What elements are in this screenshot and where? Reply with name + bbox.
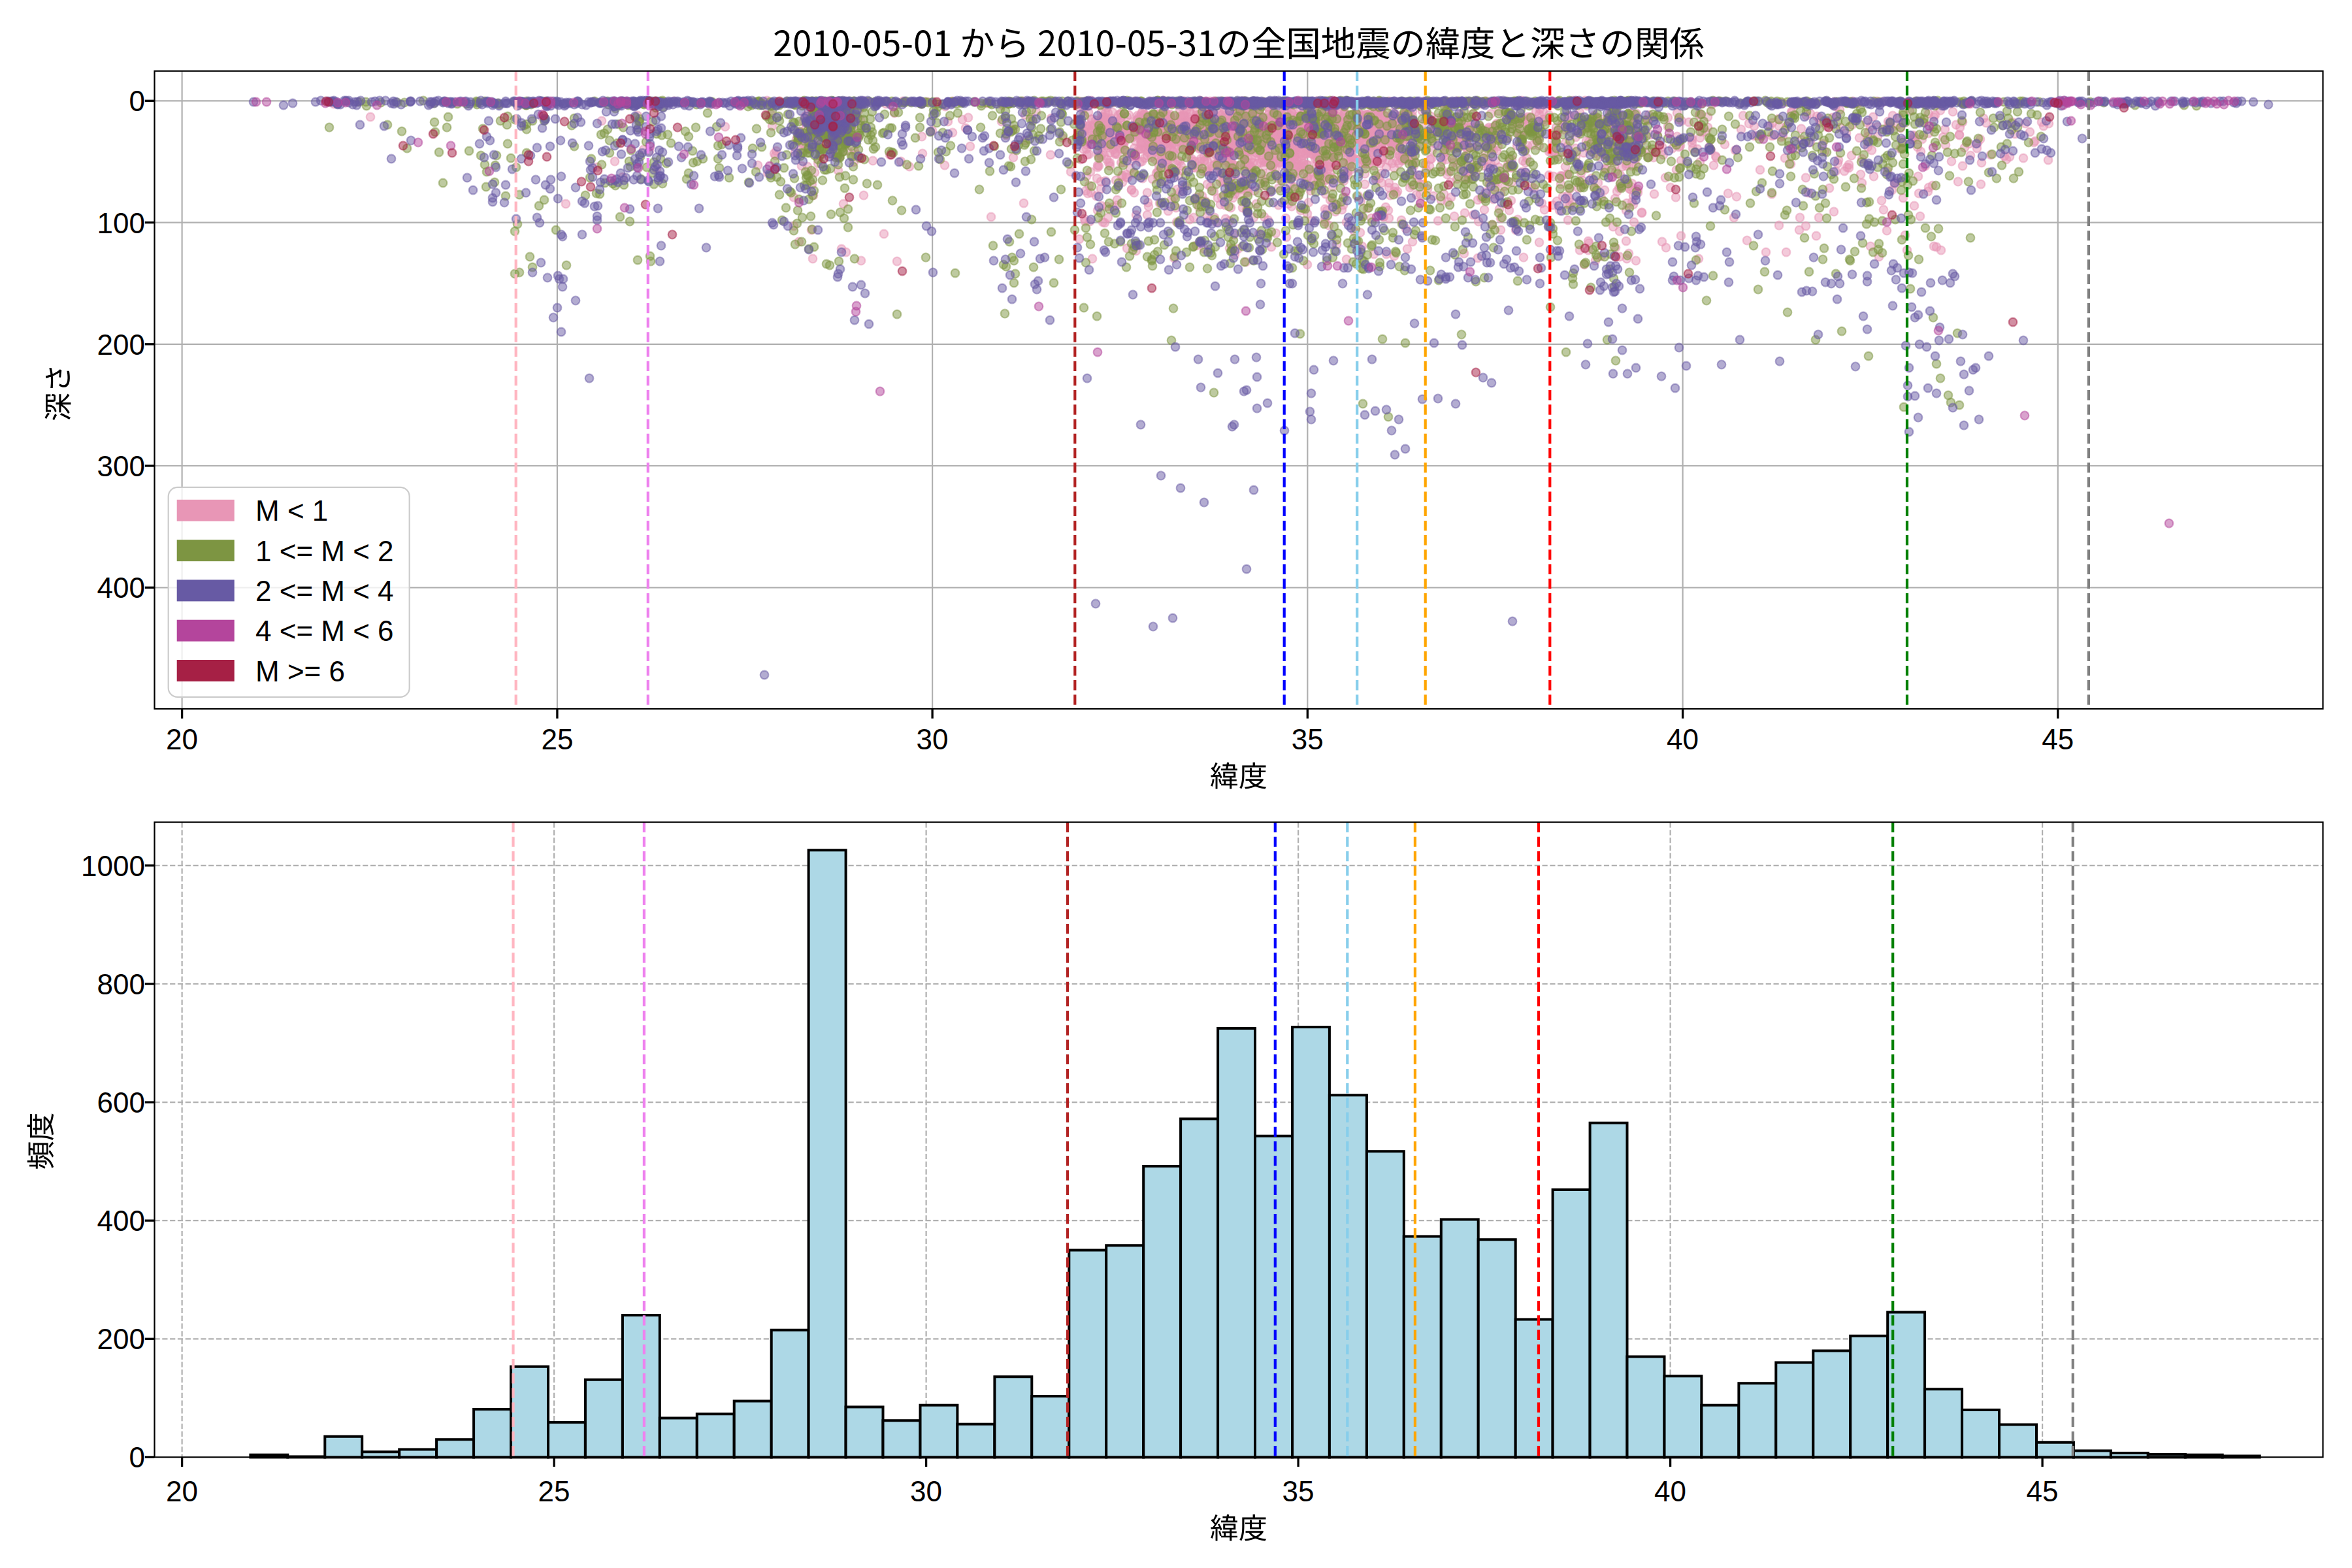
svg-text:45: 45 [2042, 723, 2074, 755]
svg-text:200: 200 [97, 329, 145, 361]
svg-text:2 <= M < 4: 2 <= M < 4 [255, 575, 394, 607]
svg-text:0: 0 [129, 85, 145, 117]
svg-text:600: 600 [97, 1086, 145, 1119]
svg-text:800: 800 [97, 968, 145, 1000]
svg-text:25: 25 [541, 723, 573, 755]
svg-text:20: 20 [166, 723, 198, 755]
svg-text:M < 1: M < 1 [255, 495, 328, 527]
svg-text:1000: 1000 [81, 850, 145, 882]
svg-text:200: 200 [97, 1323, 145, 1355]
svg-text:40: 40 [1654, 1475, 1686, 1507]
svg-text:M >= 6: M >= 6 [255, 655, 345, 687]
svg-text:400: 400 [97, 1205, 145, 1237]
svg-text:400: 400 [97, 572, 145, 604]
svg-text:45: 45 [2027, 1475, 2059, 1507]
svg-text:1 <= M < 2: 1 <= M < 2 [255, 535, 394, 567]
svg-text:25: 25 [538, 1475, 570, 1507]
svg-text:20: 20 [166, 1475, 198, 1507]
svg-text:35: 35 [1282, 1475, 1315, 1507]
svg-text:35: 35 [1292, 723, 1324, 755]
svg-text:4 <= M < 6: 4 <= M < 6 [255, 615, 394, 647]
svg-text:100: 100 [97, 207, 145, 239]
svg-text:40: 40 [1667, 723, 1699, 755]
svg-text:30: 30 [910, 1475, 942, 1507]
svg-text:300: 300 [97, 450, 145, 482]
svg-text:30: 30 [917, 723, 949, 755]
svg-text:0: 0 [129, 1441, 145, 1473]
